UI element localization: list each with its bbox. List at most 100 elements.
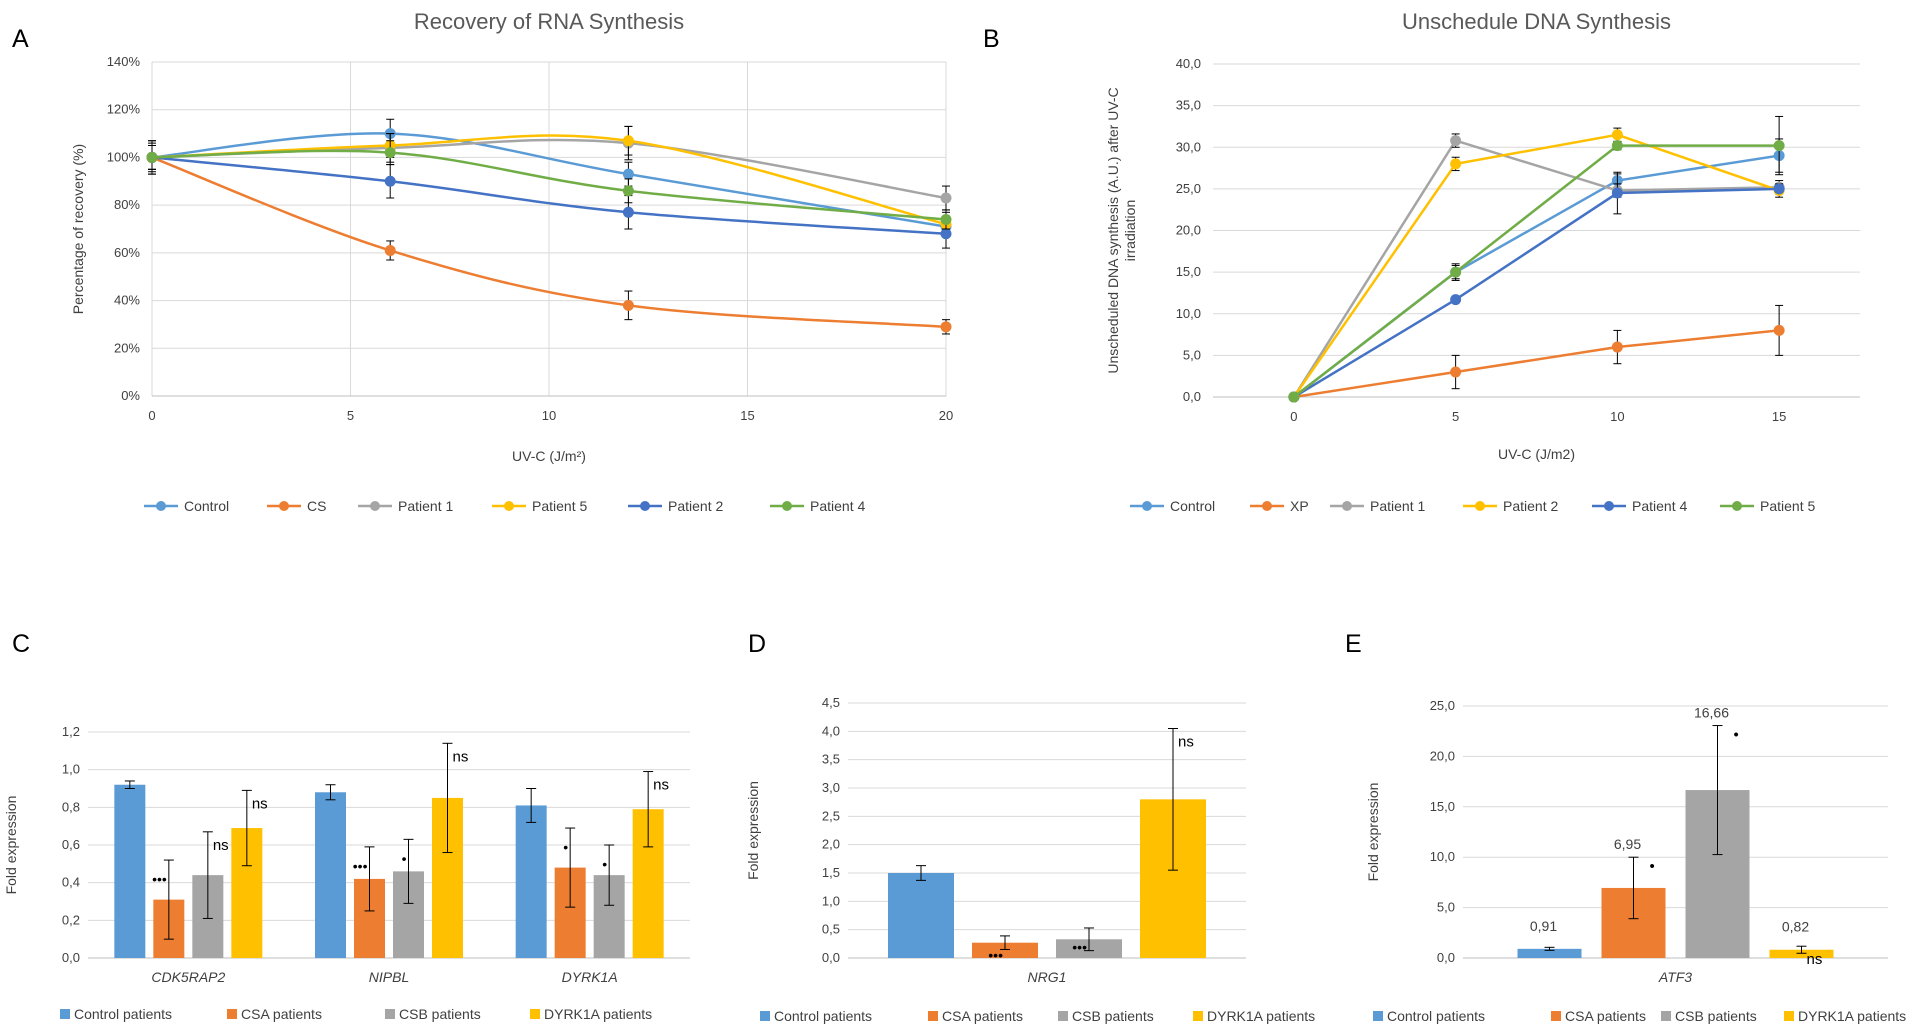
significance-label: ns: [653, 777, 669, 794]
data-label: 0,91: [1530, 918, 1557, 934]
x-tick-label: 0: [148, 408, 155, 423]
bar-group: •: [593, 844, 625, 958]
y-axis-title: Fold expression: [1365, 783, 1381, 882]
legend-swatch: [1193, 1011, 1203, 1021]
data-label: 16,66: [1694, 705, 1729, 721]
data-point: [1773, 324, 1785, 336]
legend-swatch: [928, 1011, 938, 1021]
legend-label: DYRK1A patients: [1798, 1008, 1906, 1024]
data-point: [622, 168, 634, 180]
y-tick-label: 0,4: [62, 875, 80, 890]
data-point: [146, 151, 158, 163]
significance-label: ns: [213, 837, 229, 854]
data-point: [940, 213, 952, 225]
legend-label: Patient 1: [1370, 498, 1425, 514]
chart-panel-b: 0,0 5,0 10,0 15,0 20,0 25,0 30,0 35,0 40,0 0 5 10 15…: [1105, 9, 1860, 514]
series-patient-1: [1288, 133, 1785, 403]
bar-group: •: [554, 827, 586, 958]
x-tick-label: 5: [1452, 409, 1459, 424]
y-tick-label: 10,0: [1176, 306, 1201, 321]
legend-marker: [782, 501, 792, 511]
y-tick-label: 1,0: [822, 893, 840, 908]
y-tick-label: 1,2: [62, 724, 80, 739]
legend: Control XP Patient 1 Patient 2 Patient 4 Pati…: [1130, 498, 1815, 514]
bar-group: •••: [353, 846, 385, 958]
y-tick-label: 2,0: [822, 837, 840, 852]
significance-label: •: [1650, 858, 1655, 875]
legend-swatch: [1551, 1011, 1561, 1021]
x-tick-label: 20: [939, 408, 953, 423]
series-line: [1293, 144, 1780, 398]
legend: Control CS Patient 1 Patient 5 Patient 2 Pati…: [144, 498, 865, 514]
bar: [315, 792, 346, 958]
x-tick-label: 15: [740, 408, 754, 423]
legend-marker: [1262, 501, 1272, 511]
panel-label-b: B: [983, 25, 1000, 53]
y-tick-label: 2,5: [822, 808, 840, 823]
data-point: [1611, 129, 1623, 141]
data-point: [940, 192, 952, 204]
data-point: [1611, 341, 1623, 353]
y-tick-label: 35,0: [1176, 98, 1201, 113]
chart-panel-e: 0,0 5,0 10,0 15,0 20,0 25,0 Fold expression ATF…: [1365, 698, 1906, 1024]
y-axis-title: irradiation: [1122, 200, 1138, 261]
category-label: DYRK1A: [562, 969, 618, 985]
bar: [114, 784, 146, 958]
data-point: [940, 321, 952, 333]
x-tick-label: 10: [542, 408, 556, 423]
series-line: [151, 156, 947, 329]
series-line: [151, 149, 947, 221]
y-tick-label: 25,0: [1176, 181, 1201, 196]
category-label: NRG1: [1028, 969, 1067, 985]
y-tick-label: 1,0: [62, 762, 80, 777]
y-tick-label: 15,0: [1430, 799, 1455, 814]
data-point: [1611, 187, 1623, 199]
legend-swatch: [227, 1009, 237, 1019]
significance-label: •: [402, 850, 407, 866]
y-tick-label: 25,0: [1430, 698, 1455, 713]
y-tick-label: 0%: [121, 388, 140, 403]
y-tick-label: 0,8: [62, 799, 80, 814]
y-tick-label: 10,0: [1430, 849, 1455, 864]
legend-marker: [1732, 501, 1742, 511]
y-tick-label: 0,6: [62, 837, 80, 852]
legend-label: Patient 4: [1632, 498, 1687, 514]
data-point: [1450, 135, 1462, 147]
legend-label: Control patients: [74, 1006, 172, 1022]
category-label: ATF3: [1658, 969, 1692, 985]
y-tick-label: 60%: [114, 245, 140, 260]
series-patient-2: [1288, 127, 1785, 403]
significance-label: ns: [453, 748, 469, 765]
chart-panel-d: 0,0 0,5 1,0 1,5 2,0 2,5 3,0 3,5 4,0 4,5 Fold expre…: [745, 695, 1315, 1024]
data-point: [384, 244, 396, 256]
x-tick-label: 5: [347, 408, 354, 423]
bar-group: ns: [632, 771, 669, 958]
y-tick-label: 140%: [107, 54, 141, 69]
legend-swatch: [1373, 1011, 1383, 1021]
legend-label: DYRK1A patients: [544, 1006, 652, 1022]
legend-swatch: [385, 1009, 395, 1019]
y-axis-title: Fold expression: [3, 796, 19, 895]
y-tick-label: 3,5: [822, 752, 840, 767]
data-point: [384, 175, 396, 187]
bar-group: •••: [972, 935, 1038, 963]
legend-label: CSB patients: [1072, 1008, 1154, 1024]
chart-panel-a: 0% 20% 40% 60% 80% 100% 120% 140% 0 5 10 15 20 Recove…: [70, 9, 953, 514]
data-point: [1450, 294, 1462, 306]
legend-label: CSA patients: [1565, 1008, 1646, 1024]
x-axis-title: UV-C (J/m²): [512, 448, 586, 464]
significance-label: •: [602, 856, 607, 872]
data-label: 6,95: [1614, 836, 1641, 852]
bar-group: ns: [432, 742, 469, 958]
series-xp: [1288, 304, 1785, 403]
series-line: [1292, 133, 1780, 398]
significance-label: •••: [1072, 939, 1087, 955]
significance-label: ns: [1807, 951, 1823, 968]
bar-group: ns: [1140, 728, 1206, 958]
series-line: [151, 132, 947, 228]
y-tick-label: 4,0: [822, 723, 840, 738]
chart-title: Recovery of RNA Synthesis: [414, 9, 684, 34]
y-tick-label: 0,0: [1437, 950, 1455, 965]
data-point: [1288, 391, 1300, 403]
bar-group: [888, 865, 954, 958]
